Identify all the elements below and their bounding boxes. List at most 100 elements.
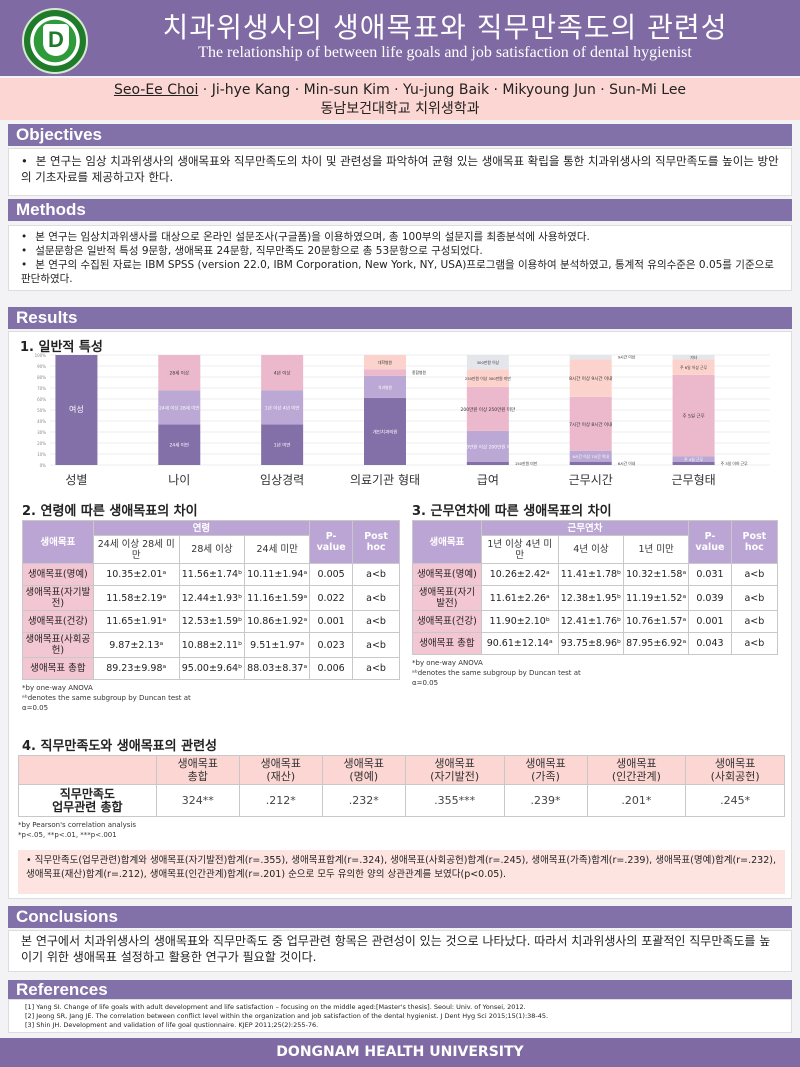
table-row: 생애목표(건강) 11.65±1.91ᵃ 12.53±1.59ᵇ 10.86±1.92… (22, 610, 400, 633)
table-row: 생애목표 총합 89.23±9.98ᵃ 95.00±9.64ᵇ 88.03±8.37ᵃ… (22, 657, 400, 680)
bar-segment (364, 369, 406, 376)
segment-label: 여성 (69, 404, 84, 414)
poster-subtitle: The relationship of between life goals a… (198, 44, 692, 61)
table-cell: 11.58±2.19ᵃ (92, 585, 180, 611)
table-cell: 89.23±9.98ᵃ (92, 657, 180, 680)
bar-segment (261, 424, 304, 465)
references-list: [1] Yang SI. Change of life goals with a… (8, 999, 792, 1033)
table-note: α=0.05 (412, 679, 439, 687)
bar-segment (364, 355, 406, 370)
y-tick-label: 80% (37, 375, 46, 380)
bar-segment (672, 374, 715, 457)
table-row: 생애목표(건강) 11.90±2.10ᵇ 12.41±1.76ᵇ 10.76±1.57… (412, 610, 779, 633)
table-cell: 12.53±1.59ᵇ (178, 610, 246, 633)
age-life-goals-table: 생애목표 연령 P-value Post hoc 24세 이상 28세 미만 28세 이상… (22, 520, 400, 680)
table-cell: 10.88±2.11ᵇ (178, 632, 246, 658)
bar-segment (466, 369, 509, 387)
table-cell: 11.61±2.26ᵃ (480, 585, 559, 611)
correlation-summary: • 직무만족도(업무관련)합계와 생애목표(자기발전)합계(r=.355), 생… (18, 850, 785, 894)
col-header: 생애목표 (22, 520, 94, 564)
bar-segment (569, 355, 612, 360)
correlation-notes: *by Pearson's correlation analysis *p<.05… (18, 820, 785, 840)
correlation-summary-text: 직무만족도(업무관련)합계와 생애목표(자기발전)합계(r=.355), 생애목… (26, 855, 777, 880)
authors: Seo-Ee Choi · Ji-hye Kang · Min-sun Kim … (0, 82, 800, 98)
table-cell: 9.51±1.97ᵃ (244, 632, 311, 658)
row-label: 생애목표(자기발전) (22, 585, 94, 611)
method-item: 본 연구는 임상치과위생사를 대상으로 온라인 설문조사(구글폼)을 이용하였으… (21, 230, 779, 244)
table-row: 생애목표 총합 90.61±12.14ᵃ 93.75±8.96ᵇ 87.95±6.92… (412, 632, 779, 655)
header-row: 24세 이상 28세 미만 28세 이상 24세 미만 (23, 535, 400, 564)
table-note: *by Pearson's correlation analysis (18, 821, 137, 829)
table-cell: 0.001 (688, 610, 732, 633)
table-cell: 11.19±1.52ᵃ (623, 585, 690, 611)
table-cell: 0.006 (309, 657, 354, 680)
table-cell: 0.043 (688, 632, 732, 655)
bar-segment (158, 424, 201, 465)
header-row: 생애목표 총합 생애목표 (재산) 생애목표 (명예) 생애목표 (자기발전) 생애목표… (18, 755, 785, 785)
table-row: 생애목표(자기발전) 11.58±2.19ᵃ 12.44±1.93ᵇ 11.16±1.… (22, 585, 400, 611)
university-logo: D (22, 8, 88, 74)
bar-segment (261, 355, 304, 391)
table-row: 생애목표(사회공헌) 9.87±2.13ᵃ 10.88±2.11ᵇ 9.51±1.97… (22, 632, 400, 658)
table-cell: 0.022 (309, 585, 354, 611)
segment-label: 대학병원 (378, 360, 392, 365)
reference-item: [3] Shin JH. Development and validation … (25, 1021, 319, 1029)
segment-label: 기타 (690, 355, 697, 360)
correlation-col-header: 생애목표 (재산) (238, 755, 323, 785)
correlation-col-header: 생애목표 총합 (155, 755, 240, 785)
header-row: 생애목표 근무연차 P-value Post hoc (412, 520, 779, 564)
objectives-content: 본 연구는 임상 치과위생사의 생애목표와 직무만족도의 차이 및 관련성을 파… (8, 148, 792, 196)
row-label: 생애목표 총합 (412, 632, 482, 655)
row-label: 생애목표(명예) (412, 563, 482, 586)
correlation-value: .212* (238, 784, 323, 817)
correlation-col-header: 생애목표 (인간관계) (586, 755, 687, 785)
first-author: Seo-Ee Choi (113, 82, 199, 98)
post-hoc-header: Post hoc (352, 520, 400, 564)
table-row: 생애목표(자기발전) 11.61±2.26ᵃ 12.38±1.95ᵇ 11.19±1.… (412, 585, 779, 611)
table-cell: 11.90±2.10ᵇ (480, 610, 559, 633)
subgroup-header: 1년 이상 4년 미만 (480, 535, 559, 564)
method-item: 설문문항은 일반적 특성 9문항, 생애목표 24문항, 직무만족도 20문항으… (21, 244, 779, 258)
correlation-value: .355*** (404, 784, 505, 817)
row-label: 생애목표 총합 (22, 657, 94, 680)
table-cell: a<b (730, 563, 779, 586)
correlation-block: 생애목표 총합 생애목표 (재산) 생애목표 (명예) 생애목표 (자기발전) 생애목표… (18, 755, 785, 840)
table-cell: a<b (730, 585, 779, 611)
row-label: 생애목표(건강) (22, 610, 94, 633)
table-cell: 90.61±12.14ᵃ (480, 632, 559, 655)
bar-segment (466, 430, 509, 462)
x-category-label: 임상경력 (260, 473, 304, 487)
row-label: 직무만족도 업무관련 총합 (18, 784, 157, 817)
methods-heading: Methods (8, 199, 792, 221)
correlation-value: .245* (685, 784, 785, 817)
age-table-notes: *by one-way ANOVA ᵃᵇdenotes the same subg… (22, 683, 400, 713)
bar-segment (672, 461, 715, 465)
table-cell: 11.56±1.74ᵇ (178, 563, 246, 586)
segment-label: 4년 이상 (274, 370, 291, 377)
correlation-value: .201* (586, 784, 687, 817)
table-note: *p<.05, **p<.01, ***p<.001 (18, 831, 117, 839)
conclusions-heading: Conclusions (8, 906, 792, 928)
bar-segment (569, 461, 612, 465)
table-cell: 12.44±1.93ᵇ (178, 585, 246, 611)
section-career-table: 3. 근무연차에 따른 생애목표의 차이 (412, 504, 612, 519)
row-label: 생애목표(사회공헌) (22, 632, 94, 658)
footer-university-name: DONGNAM HEALTH UNIVERSITY (0, 1038, 800, 1067)
header-row: 생애목표 연령 P-value Post hoc (22, 520, 400, 564)
segment-label: 주 6일 이상 근무 (680, 365, 708, 370)
y-tick-label: 90% (37, 364, 46, 369)
table-cell: a<b (352, 563, 400, 586)
segment-label: 200만원 이상 250만원 미만 (461, 406, 516, 413)
segment-label: 9시간 이상 (618, 355, 636, 360)
segment-label: 6시간 이상 7시간 이내 (573, 454, 610, 459)
conclusions-text: 본 연구에서 치과위생사의 생애목표와 직무만족도 중 업무관련 항목은 관련성… (8, 930, 792, 972)
table-cell: 10.86±1.92ᵃ (244, 610, 311, 633)
x-category-label: 급여 (477, 473, 499, 487)
segment-label: 150만원 미만 (515, 461, 538, 466)
col-header: 생애목표 (412, 520, 482, 564)
table-cell: 10.11±1.94ᵃ (244, 563, 311, 586)
segment-label: 개인치과의원 (373, 428, 398, 435)
correlation-col-header: 생애목표 (사회공헌) (685, 755, 785, 785)
poster-header (0, 0, 800, 76)
y-tick-label: 50% (37, 408, 46, 413)
